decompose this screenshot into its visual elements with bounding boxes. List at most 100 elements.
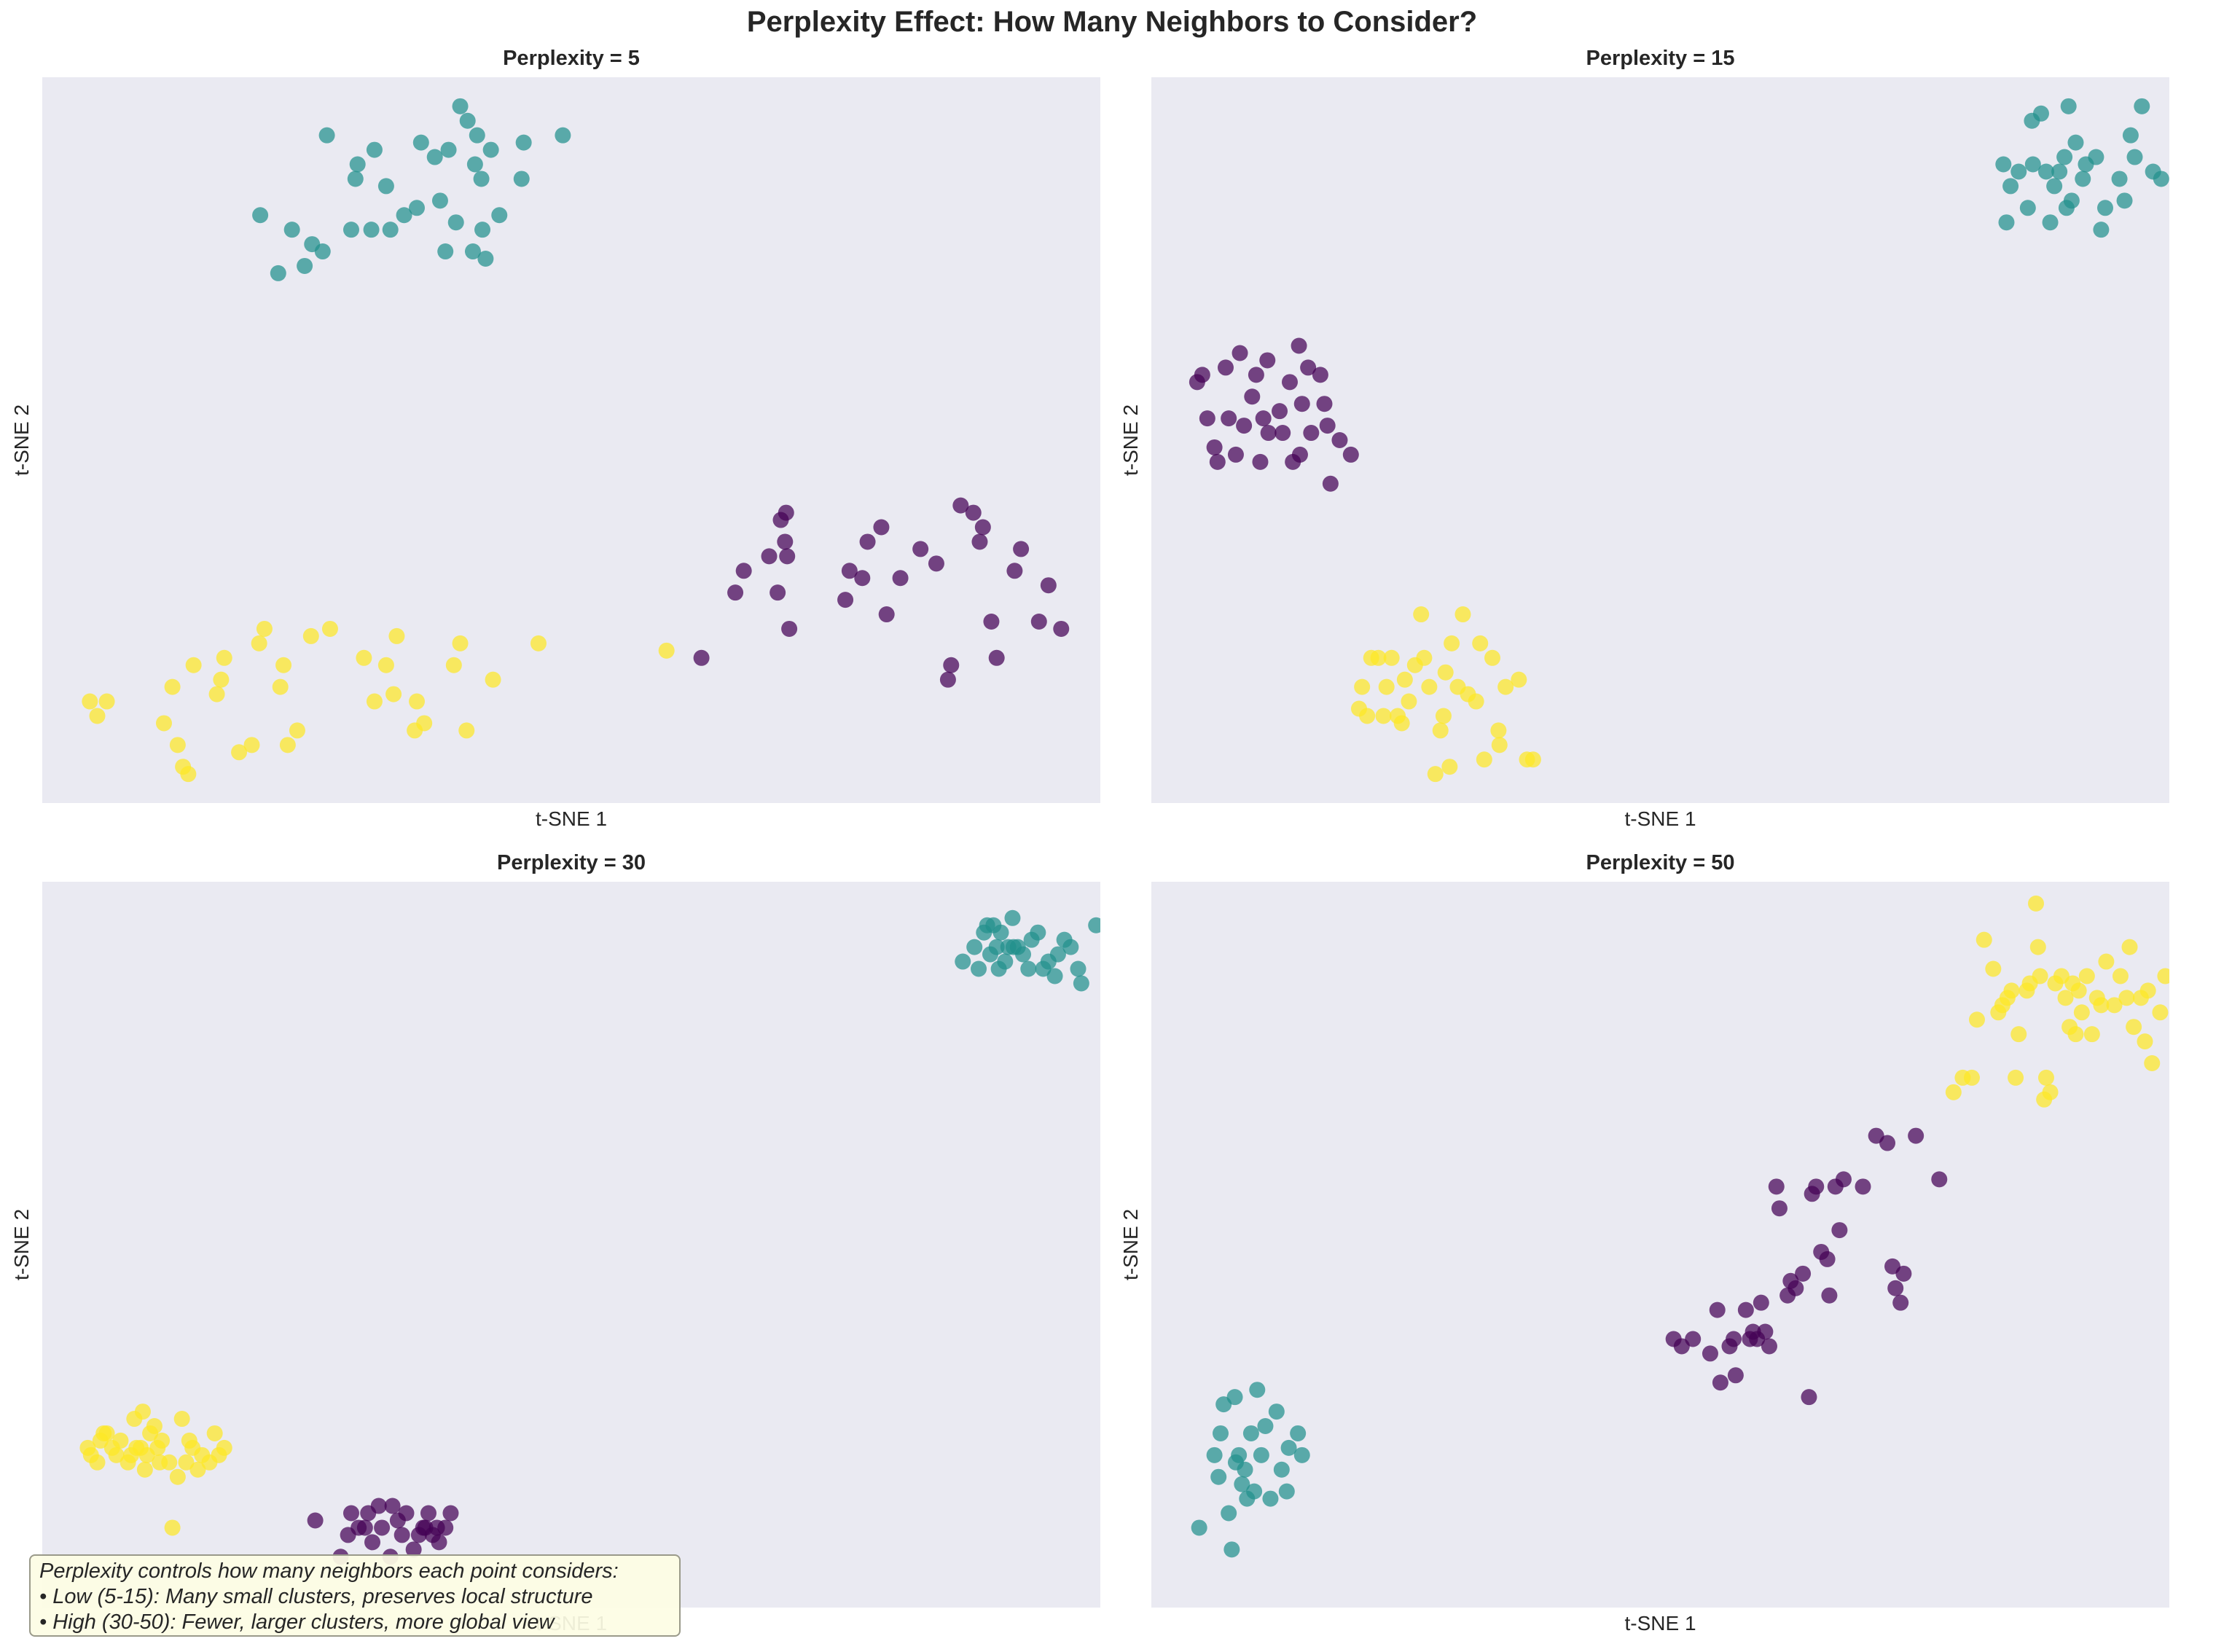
scatter-point-teal [1278, 1483, 1295, 1500]
panel-title-perplexity-30: Perplexity = 30 [497, 851, 646, 874]
scatter-point-purple [364, 1534, 381, 1551]
plot-background [42, 77, 1100, 803]
scatter-point-teal [409, 200, 426, 216]
scatter-point-teal [2075, 171, 2091, 187]
scatter-point-purple [859, 533, 876, 550]
scatter-point-purple [781, 620, 798, 637]
scatter-point-teal [1234, 1476, 1250, 1492]
scatter-point-teal [2126, 149, 2143, 165]
scatter-point-yellow [1490, 722, 1507, 739]
scatter-point-teal [314, 243, 331, 260]
scatter-point-yellow [2037, 1069, 2054, 1086]
scatter-point-yellow [206, 1425, 223, 1441]
scatter-point-yellow [1476, 751, 1492, 768]
scatter-point-purple [1006, 563, 1023, 579]
scatter-plot-perplexity-30 [42, 882, 1100, 1608]
scatter-point-yellow [2027, 895, 2044, 912]
scatter-point-purple [342, 1505, 359, 1522]
scatter-point-purple [1895, 1265, 1912, 1282]
scatter-point-purple [939, 671, 956, 688]
scatter-point-yellow [1401, 693, 1417, 710]
scatter-point-purple [1293, 396, 1310, 412]
scatter-point-yellow [112, 1432, 129, 1449]
scatter-point-teal [252, 207, 269, 224]
scatter-point-teal [515, 134, 532, 151]
scatter-point-teal [270, 265, 286, 281]
scatter-point-yellow [1383, 649, 1400, 666]
scatter-point-teal [992, 924, 1009, 941]
scatter-point-yellow [2093, 997, 2110, 1014]
scatter-point-purple [1248, 367, 1264, 383]
scatter-point-purple [974, 519, 991, 536]
scatter-point-yellow [216, 1439, 232, 1456]
scatter-point-purple [912, 541, 929, 557]
scatter-point-purple [778, 504, 794, 521]
scatter-point-yellow [2067, 1026, 2084, 1043]
scatter-point-teal [966, 939, 983, 955]
scatter-point-yellow [409, 693, 426, 710]
scatter-point-purple [1753, 1294, 1769, 1311]
scatter-point-yellow [452, 635, 469, 651]
scatter-point-teal [1257, 1418, 1274, 1434]
scatter-point-yellow [178, 1454, 195, 1471]
scatter-point-teal [2010, 163, 2027, 180]
scatter-point-purple [1199, 410, 1215, 427]
scatter-point-purple [1821, 1287, 1838, 1304]
scatter-point-teal [1262, 1490, 1279, 1507]
scatter-point-teal [1995, 156, 2012, 173]
panel-title-perplexity-5: Perplexity = 5 [503, 47, 640, 70]
scatter-point-teal [2032, 105, 2049, 122]
scatter-point-purple [779, 548, 796, 565]
scatter-point-yellow [2003, 982, 2020, 999]
scatter-point-purple [1892, 1294, 1909, 1311]
scatter-point-yellow [2152, 1004, 2169, 1021]
scatter-point-yellow [2112, 968, 2129, 984]
scatter-point-teal [297, 257, 313, 274]
scatter-point-purple [837, 592, 854, 608]
scatter-point-purple [878, 606, 895, 623]
scatter-point-teal [2024, 156, 2041, 173]
scatter-point-purple [420, 1505, 436, 1522]
scatter-point-yellow [256, 620, 273, 637]
scatter-point-yellow [213, 671, 230, 688]
scatter-point-yellow [1416, 649, 1433, 666]
scatter-point-purple [374, 1519, 391, 1536]
scatter-point-yellow [1354, 678, 1371, 695]
scatter-point-yellow [1484, 649, 1500, 666]
scatter-point-purple [1768, 1178, 1785, 1195]
scatter-point-yellow [2008, 1069, 2024, 1086]
scatter-point-teal [2051, 163, 2068, 180]
scatter-point-teal [971, 960, 987, 977]
scatter-point-teal [366, 141, 383, 158]
scatter-point-purple [1244, 388, 1261, 405]
plot-background [42, 882, 1100, 1608]
scatter-point-yellow [1437, 664, 1454, 681]
scatter-point-purple [431, 1534, 447, 1551]
scatter-point-yellow [1454, 606, 1471, 623]
scatter-point-teal [377, 178, 394, 195]
scatter-point-teal [318, 127, 335, 144]
scatter-point-yellow [388, 627, 405, 644]
scatter-point-yellow [2057, 990, 2074, 1006]
scatter-point-teal [2060, 98, 2077, 114]
scatter-point-teal [1242, 1425, 1259, 1441]
scatter-point-yellow [485, 671, 501, 688]
scatter-point-yellow [658, 642, 675, 659]
scatter-point-teal [2056, 149, 2073, 165]
scatter-point-teal [2111, 171, 2128, 187]
scatter-point-yellow [445, 657, 462, 673]
scatter-point-yellow [302, 627, 319, 644]
scatter-point-teal [473, 171, 490, 187]
y-axis-label-perplexity-30: t-SNE 2 [10, 1208, 33, 1281]
scatter-point-teal [477, 251, 494, 267]
scatter-point-purple [442, 1505, 459, 1522]
scatter-point-teal [382, 222, 399, 238]
scatter-point-purple [1206, 439, 1223, 455]
scatter-point-yellow [169, 737, 186, 753]
scatter-point-teal [1073, 975, 1089, 992]
scatter-point-yellow [1444, 635, 1460, 651]
x-axis-label-perplexity-15: t-SNE 1 [1624, 807, 1696, 830]
series-purple [307, 1498, 459, 1565]
scatter-point-yellow [2042, 1084, 2059, 1100]
x-axis-label-perplexity-50: t-SNE 1 [1624, 1612, 1696, 1635]
